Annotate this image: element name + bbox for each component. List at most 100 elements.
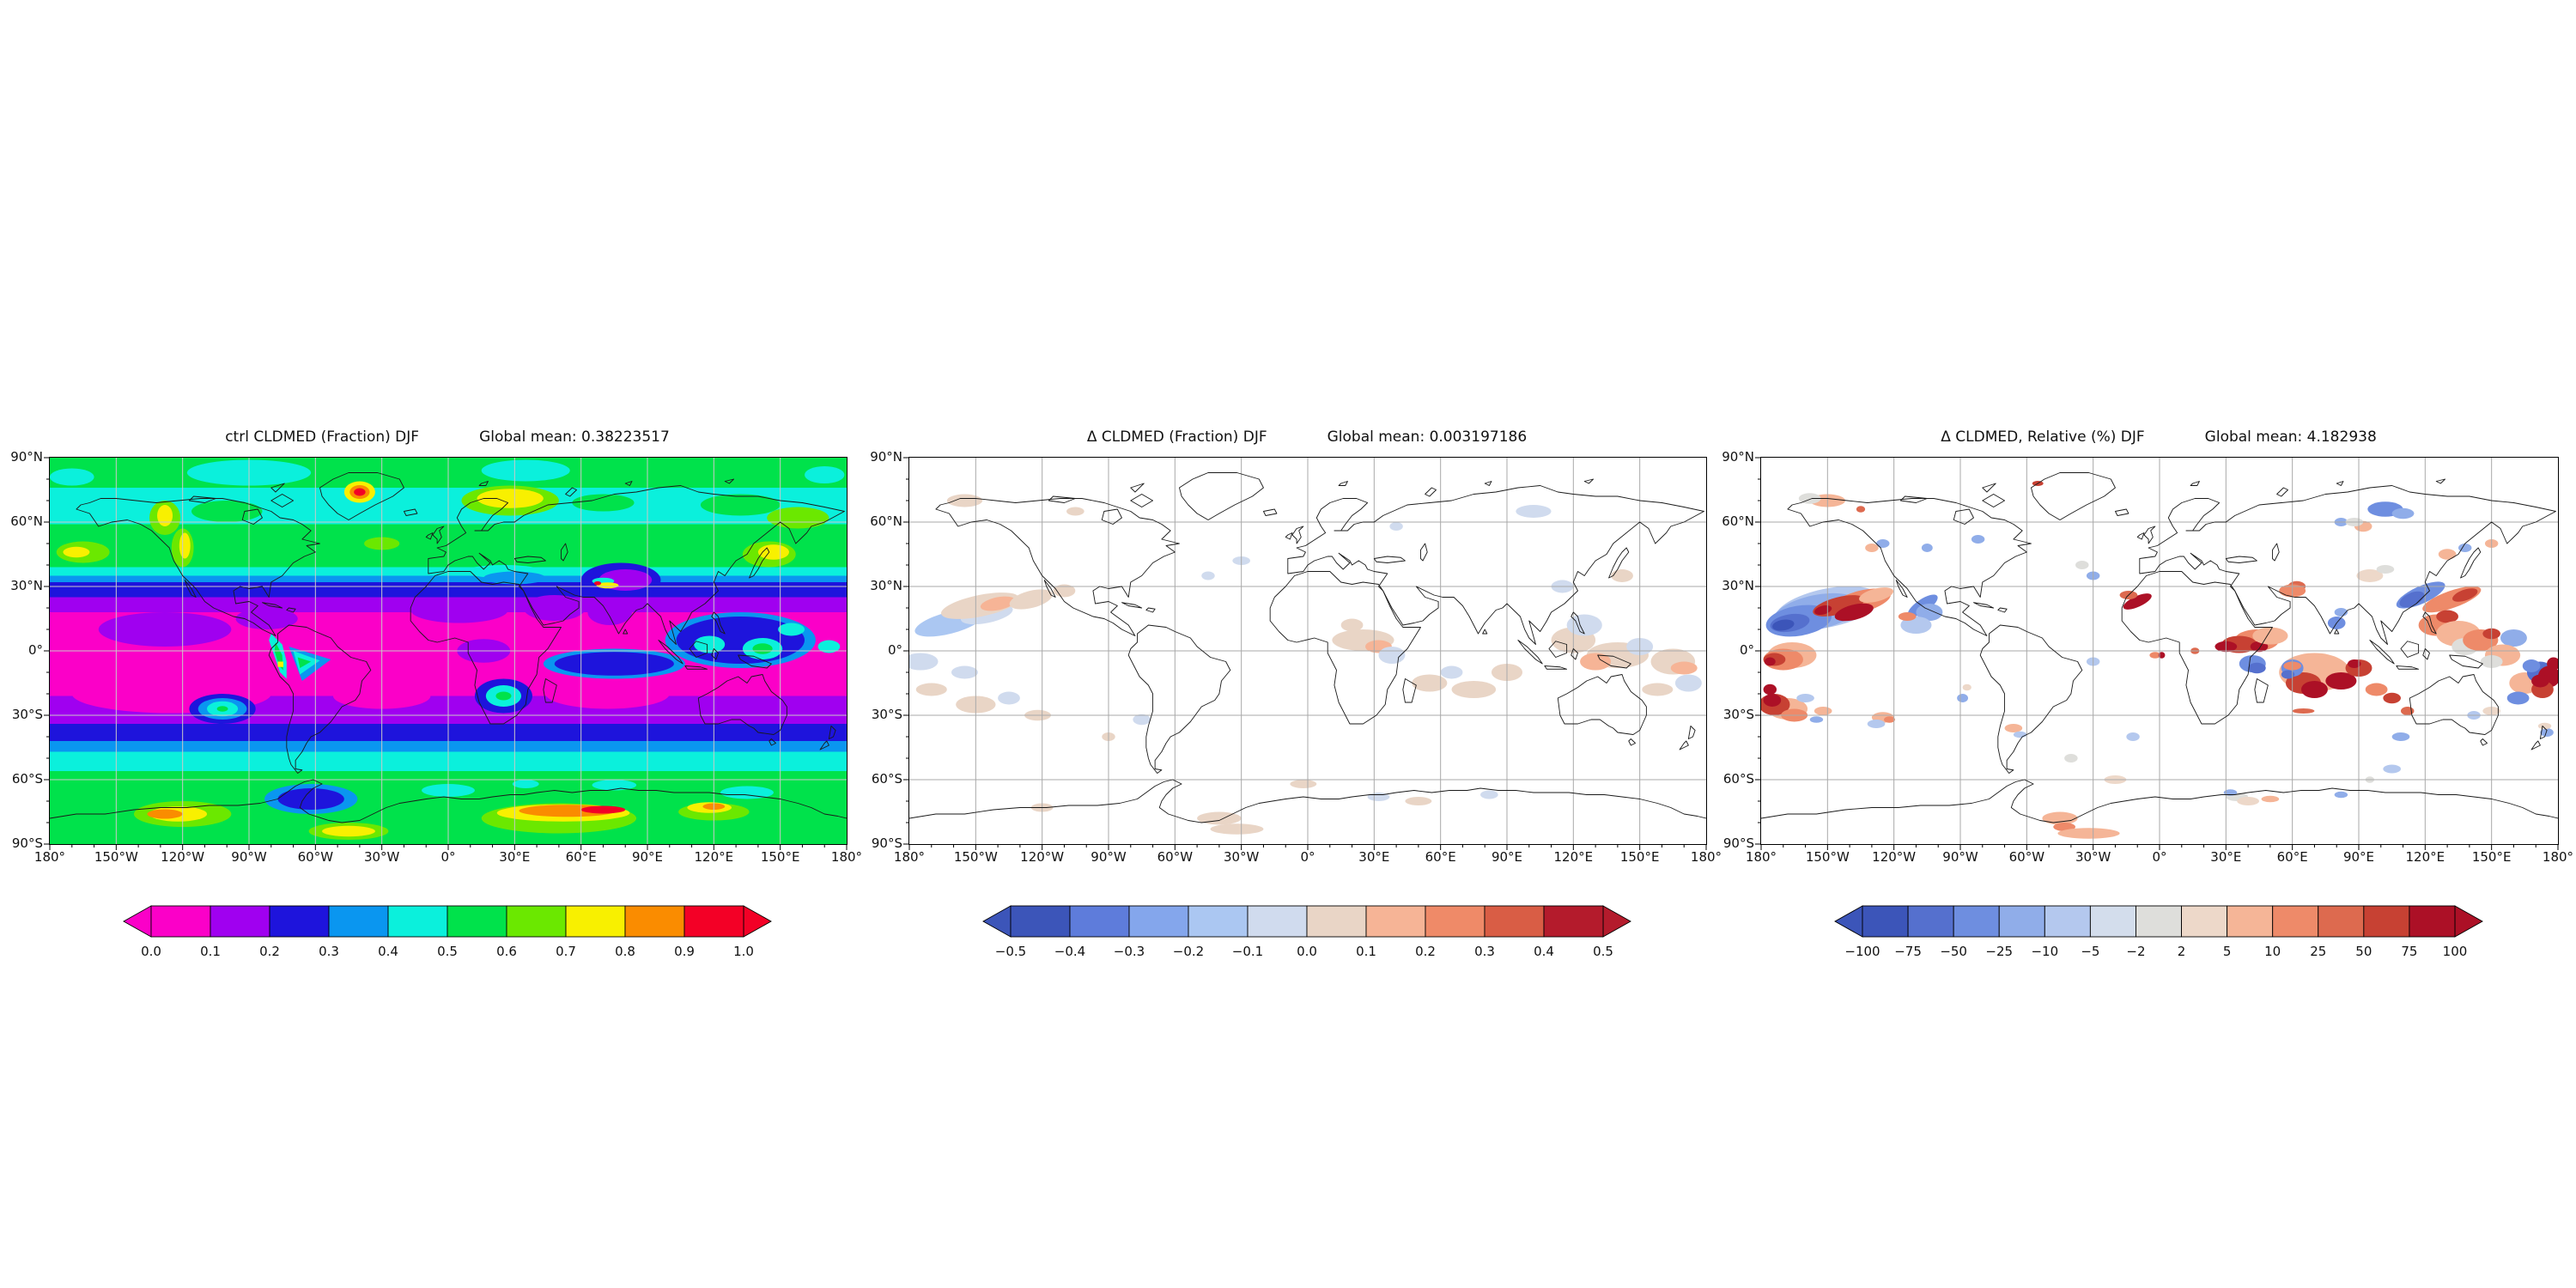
y-tick-label: 60°N bbox=[1722, 513, 1754, 529]
x-tick-label: 0° bbox=[440, 849, 456, 865]
x-tick-label: 180° bbox=[830, 849, 863, 865]
x-tick-label: 150°E bbox=[760, 849, 800, 865]
y-tick-label: 30°S bbox=[11, 707, 43, 722]
x-tick-label: 60°W bbox=[297, 849, 334, 865]
y-tick-label: 60°N bbox=[870, 513, 902, 529]
x-tick-label: 180° bbox=[893, 849, 926, 865]
panel-global-mean: Global mean: 4.182938 bbox=[2204, 428, 2377, 446]
panel-title: Δ CLDMED (Fraction) DJF Global mean: 0.0… bbox=[857, 428, 1757, 447]
x-tick-label: 60°E bbox=[565, 849, 597, 865]
x-tick-label: 0° bbox=[2152, 849, 2167, 865]
x-tick-label: 120°E bbox=[694, 849, 734, 865]
y-tick-label: 60°N bbox=[10, 513, 43, 529]
x-tick-label: 60°W bbox=[2008, 849, 2045, 865]
colorbar-tick-label: 0.5 bbox=[1593, 944, 1613, 959]
colorbar-tick-label: 1.0 bbox=[733, 944, 754, 959]
y-tick-label: 30°N bbox=[1722, 578, 1754, 593]
latlon-gridlines bbox=[1761, 458, 2558, 844]
y-tick-label: 30°S bbox=[1722, 707, 1754, 722]
x-tick-label: 90°E bbox=[631, 849, 664, 865]
x-tick-label: 150°W bbox=[1805, 849, 1850, 865]
x-tick-label: 60°W bbox=[1157, 849, 1194, 865]
map-plot-area: 180° 150°W 120°W 90°W 60°W 30°W 0° 30°E 60°E 90°E… bbox=[10, 449, 862, 865]
y-tick-label: 0° bbox=[27, 642, 43, 658]
colorbar-tick-label: 0.4 bbox=[378, 944, 398, 959]
colorbar-tick-label: −0.2 bbox=[1173, 944, 1204, 959]
axis-ticks bbox=[1755, 457, 2559, 850]
relative-difference-patch-map bbox=[1761, 481, 2558, 839]
colorbar-tick-label: −0.3 bbox=[1114, 944, 1145, 959]
x-tick-label: 90°W bbox=[1942, 849, 1978, 865]
colorbar-tick-label: −5 bbox=[2081, 944, 2099, 959]
colorbar-tick-label: 2 bbox=[2178, 944, 2186, 959]
y-tick-label: 60°S bbox=[11, 771, 43, 787]
colorbar-tick-label: −2 bbox=[2126, 944, 2145, 959]
x-tick-label: 60°E bbox=[1425, 849, 1456, 865]
colorbar-tick-label: 0.7 bbox=[556, 944, 576, 959]
y-tick-label: 60°S bbox=[1722, 771, 1754, 787]
y-tick-label: 90°N bbox=[10, 449, 43, 465]
y-tick-label: 30°N bbox=[10, 578, 43, 593]
x-tick-label: 150°E bbox=[2471, 849, 2512, 865]
colorbar-tick-label: 0.2 bbox=[1415, 944, 1436, 959]
colorbar-fraction-delta: −0.5 −0.4 −0.3 −0.2 −0.1 0.0 0.1 0.2 0.3 0.4 0.5 bbox=[982, 905, 1631, 959]
x-tick-label: 90°E bbox=[2342, 849, 2375, 865]
x-tick-label: 30°E bbox=[2210, 849, 2242, 865]
x-tick-label: 30°E bbox=[1358, 849, 1390, 865]
colorbar-tick-label: −0.1 bbox=[1232, 944, 1263, 959]
colorbar-tick-label: 0.1 bbox=[1356, 944, 1376, 959]
colorbar-tick-label: 0.2 bbox=[259, 944, 280, 959]
panel-title-text: Δ CLDMED, Relative (%) DJF bbox=[1941, 428, 2145, 446]
panel-global-mean: Global mean: 0.003197186 bbox=[1327, 428, 1528, 446]
latlon-gridlines bbox=[50, 458, 847, 844]
x-tick-label: 0° bbox=[1300, 849, 1315, 865]
panel-title: ctrl CLDMED (Fraction) DJF Global mean: … bbox=[0, 428, 897, 447]
y-tick-label: 90°N bbox=[870, 449, 902, 465]
x-tick-label: 90°E bbox=[1491, 849, 1523, 865]
colorbar-tick-label: −100 bbox=[1844, 944, 1880, 959]
x-tick-label: 150°E bbox=[1619, 849, 1660, 865]
x-tick-label: 30°W bbox=[2075, 849, 2111, 865]
x-tick-label: 180° bbox=[2542, 849, 2574, 865]
x-tick-label: 180° bbox=[1690, 849, 1722, 865]
colorbar-tick-label: 0.1 bbox=[200, 944, 221, 959]
y-tick-label: 0° bbox=[887, 642, 902, 658]
colorbar-tick-label: 0.6 bbox=[496, 944, 517, 959]
x-tick-label: 150°W bbox=[953, 849, 998, 865]
x-tick-label: 180° bbox=[1745, 849, 1777, 865]
x-tick-label: 90°W bbox=[1091, 849, 1127, 865]
colorbar-fraction-ctrl: 0.0 0.1 0.2 0.3 0.4 0.5 0.6 0.7 0.8 0.9 1.0 bbox=[123, 905, 772, 959]
colorbar-tick-label: 75 bbox=[2401, 944, 2417, 959]
colorbar-tick-label: −50 bbox=[1940, 944, 1967, 959]
y-tick-label: 90°S bbox=[1722, 835, 1754, 851]
map-plot-area: 180° 150°W 120°W 90°W 60°W 30°W 0° 30°E 60°E 90°E… bbox=[1722, 449, 2573, 865]
axis-ticks bbox=[903, 457, 1707, 850]
colorbar-tick-label: 0.3 bbox=[1474, 944, 1495, 959]
x-tick-label: 90°W bbox=[231, 849, 267, 865]
colorbar-tick-label: −75 bbox=[1894, 944, 1922, 959]
x-tick-label: 150°W bbox=[94, 849, 138, 865]
y-tick-label: 30°S bbox=[871, 707, 902, 722]
colorbar-tick-label: 0.5 bbox=[437, 944, 458, 959]
colorbar-tick-label: 50 bbox=[2355, 944, 2372, 959]
panel-ctrl: ctrl CLDMED (Fraction) DJF Global mean: … bbox=[10, 428, 862, 959]
y-tick-label: 90°S bbox=[11, 835, 43, 851]
x-tick-label: 120°W bbox=[161, 849, 205, 865]
y-tick-label: 30°N bbox=[870, 578, 902, 593]
x-tick-label: 120°W bbox=[1872, 849, 1917, 865]
colorbar-tick-label: 0.0 bbox=[1297, 944, 1317, 959]
colorbar-tick-label: −0.4 bbox=[1054, 944, 1085, 959]
x-tick-label: 120°E bbox=[2405, 849, 2445, 865]
y-tick-label: 0° bbox=[1739, 642, 1754, 658]
x-tick-label: 120°W bbox=[1020, 849, 1065, 865]
colorbar-tick-label: −25 bbox=[1985, 944, 2013, 959]
colorbar-tick-label: 0.4 bbox=[1534, 944, 1554, 959]
panel-global-mean: Global mean: 0.38223517 bbox=[479, 428, 670, 446]
map-plot-area: 180° 150°W 120°W 90°W 60°W 30°W 0° 30°E 60°E 90°E… bbox=[870, 449, 1722, 865]
x-tick-label: 30°E bbox=[499, 849, 531, 865]
y-tick-label: 90°N bbox=[1722, 449, 1754, 465]
colorbar-tick-label: 0.3 bbox=[319, 944, 339, 959]
panel-title: Δ CLDMED, Relative (%) DJF Global mean: … bbox=[1709, 428, 2576, 447]
colorbar-tick-label: 100 bbox=[2443, 944, 2468, 959]
colorbar-tick-label: −0.5 bbox=[995, 944, 1026, 959]
